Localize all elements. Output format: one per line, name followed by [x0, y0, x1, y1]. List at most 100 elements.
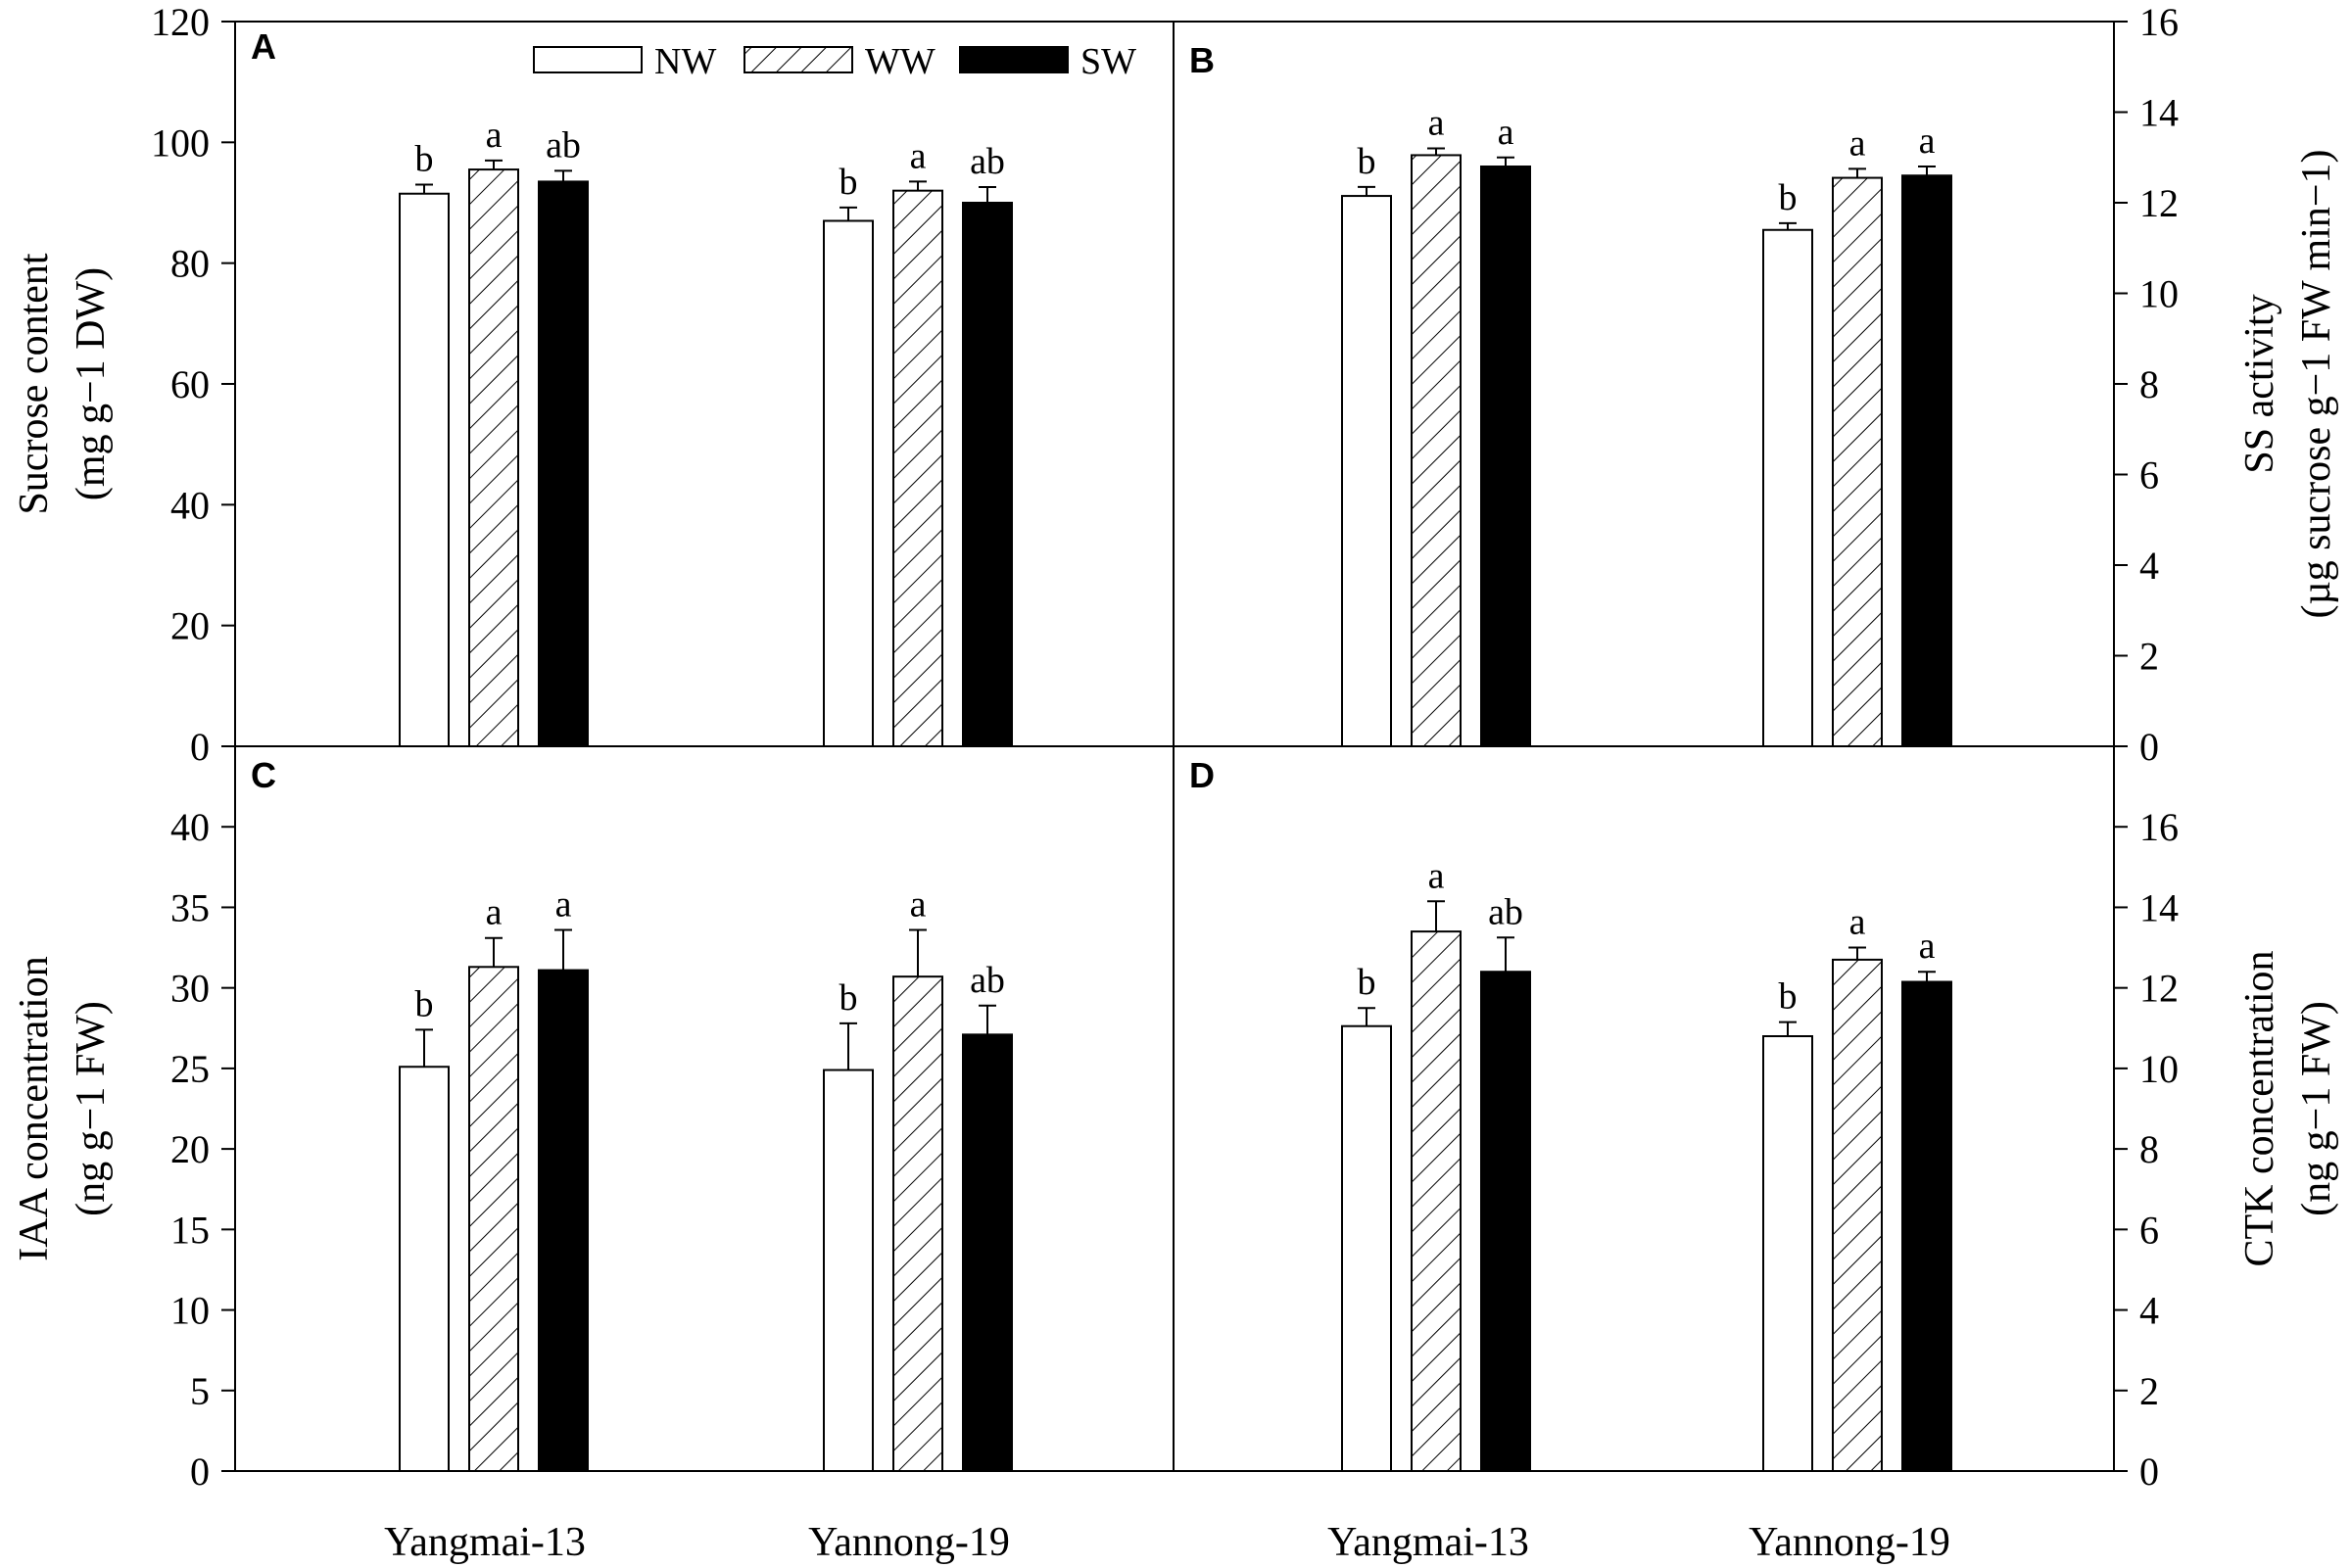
ytick-label-d-3: 6: [2139, 1208, 2159, 1252]
sig-letter-a-sw-0: ab: [546, 124, 581, 166]
bar-d-sw-0: [1480, 971, 1531, 1472]
sig-letter-b-ww-1: a: [1849, 122, 1866, 164]
bar-d-ww-0: [1411, 930, 1462, 1472]
bar-a-sw-0: [538, 180, 589, 747]
bar-c-nw-0: [399, 1066, 450, 1472]
panel-label-b: B: [1189, 40, 1215, 80]
bar-b-sw-0: [1480, 166, 1531, 747]
sig-letter-c-sw-1: ab: [970, 960, 1005, 1001]
ylabel-b: SS activity (µg sucrose g−1 FW min−1): [2237, 149, 2339, 618]
x-category-right-yannong: Yannong-19: [1749, 1520, 1950, 1565]
ylabel-d: CTK concentration (ng g−1 FW): [2237, 950, 2339, 1266]
ylabel-c-line2: (ng g−1 FW): [69, 1001, 114, 1216]
ytick-label-d-6: 12: [2139, 967, 2179, 1011]
ytick-label-c-0: 0: [190, 1449, 210, 1494]
bar-b-sw-1: [1901, 174, 1952, 747]
ylabel-c-line1: IAA concentration: [12, 956, 57, 1260]
legend-label-sw: SW: [1080, 41, 1136, 82]
bar-b-ww-0: [1411, 154, 1462, 747]
ytick-label-b-6: 12: [2139, 181, 2179, 225]
ytick-label-b-3: 6: [2139, 453, 2159, 498]
panel-label-a: A: [251, 26, 276, 67]
sig-letter-b-ww-0: a: [1428, 103, 1445, 144]
ytick-label-d-0: 0: [2139, 1449, 2159, 1494]
ylabel-d-line1: CTK concentration: [2237, 950, 2282, 1266]
ytick-label-c-8: 40: [170, 805, 210, 849]
ytick-label-b-4: 8: [2139, 362, 2159, 406]
legend-swatch-nw: [533, 46, 643, 73]
sig-letter-b-sw-1: a: [1919, 120, 1936, 162]
bar-c-sw-1: [962, 1033, 1013, 1473]
sig-letter-d-ww-0: a: [1428, 855, 1445, 896]
ylabel-a-line2: (mg g−1 DW): [69, 267, 114, 500]
sig-letter-c-sw-0: a: [555, 883, 572, 925]
ytick-label-b-2: 4: [2139, 544, 2159, 588]
panel-label-d: D: [1189, 755, 1215, 795]
bar-c-nw-1: [823, 1069, 874, 1472]
bar-b-ww-1: [1832, 176, 1883, 747]
ytick-label-b-5: 10: [2139, 272, 2179, 316]
sig-letter-d-sw-0: ab: [1488, 891, 1523, 932]
sig-letter-c-nw-1: b: [840, 977, 858, 1019]
bar-c-sw-0: [538, 969, 589, 1472]
bar-c-ww-1: [892, 975, 943, 1473]
x-category-right-yangmai: Yangmai-13: [1327, 1520, 1529, 1565]
x-category-left-yannong: Yannong-19: [808, 1520, 1010, 1565]
sig-letter-a-ww-0: a: [486, 115, 503, 156]
sig-letter-a-nw-1: b: [840, 162, 858, 203]
ytick-label-a-5: 100: [151, 120, 210, 165]
ylabel-a: Sucrose content (mg g−1 DW): [12, 253, 114, 514]
ytick-label-c-1: 5: [190, 1369, 210, 1413]
x-category-left-yangmai: Yangmai-13: [384, 1520, 586, 1565]
sig-letter-b-sw-0: a: [1498, 112, 1514, 153]
ytick-label-b-8: 16: [2139, 0, 2179, 44]
sig-letter-d-nw-1: b: [1779, 976, 1798, 1018]
ylabel-c: IAA concentration (ng g−1 FW): [12, 956, 114, 1260]
bar-a-ww-1: [892, 189, 943, 747]
sig-letter-c-nw-0: b: [415, 983, 434, 1024]
ylabel-b-line2: (µg sucrose g−1 FW min−1): [2294, 149, 2339, 618]
bar-d-nw-1: [1762, 1035, 1813, 1472]
panel-label-c: C: [251, 755, 276, 795]
ylabel-d-line2: (ng g−1 FW): [2294, 1001, 2339, 1216]
ylabel-b-line1: SS activity: [2237, 294, 2282, 473]
ytick-label-a-3: 60: [170, 362, 210, 406]
legend: NW WW SW: [533, 41, 1136, 82]
ytick-label-d-4: 8: [2139, 1127, 2159, 1171]
sig-letter-d-ww-1: a: [1849, 902, 1866, 943]
legend-swatch-sw: [959, 46, 1069, 73]
bar-c-ww-0: [468, 966, 519, 1472]
ytick-label-c-3: 15: [170, 1208, 210, 1252]
bar-d-ww-1: [1832, 958, 1883, 1472]
bar-b-nw-1: [1762, 228, 1813, 747]
sig-letter-b-nw-1: b: [1779, 177, 1798, 218]
ytick-label-d-7: 14: [2139, 885, 2179, 929]
ytick-label-c-2: 10: [170, 1289, 210, 1333]
ytick-label-c-5: 25: [170, 1047, 210, 1091]
ytick-label-a-4: 80: [170, 242, 210, 286]
sig-letter-c-ww-1: a: [910, 883, 927, 925]
legend-swatch-ww: [744, 46, 853, 73]
ytick-label-a-6: 120: [151, 0, 210, 44]
ytick-label-b-7: 14: [2139, 91, 2179, 135]
ytick-label-d-2: 4: [2139, 1289, 2159, 1333]
bar-a-nw-0: [399, 192, 450, 747]
bar-a-nw-1: [823, 219, 874, 747]
ytick-label-c-6: 30: [170, 967, 210, 1011]
ytick-label-d-1: 2: [2139, 1369, 2159, 1413]
sig-letter-b-nw-0: b: [1358, 141, 1376, 182]
ytick-label-a-1: 20: [170, 604, 210, 648]
legend-label-ww: WW: [865, 41, 936, 82]
sig-letter-a-nw-0: b: [415, 139, 434, 180]
ytick-label-a-2: 40: [170, 483, 210, 527]
ytick-label-c-7: 35: [170, 885, 210, 929]
sig-letter-d-nw-0: b: [1358, 962, 1376, 1003]
ytick-label-b-1: 2: [2139, 635, 2159, 679]
ytick-label-b-0: 0: [2139, 725, 2159, 769]
ytick-label-d-8: 16: [2139, 805, 2179, 849]
bar-d-sw-1: [1901, 980, 1952, 1472]
bar-d-nw-0: [1341, 1024, 1392, 1472]
sig-letter-c-ww-0: a: [486, 892, 503, 933]
